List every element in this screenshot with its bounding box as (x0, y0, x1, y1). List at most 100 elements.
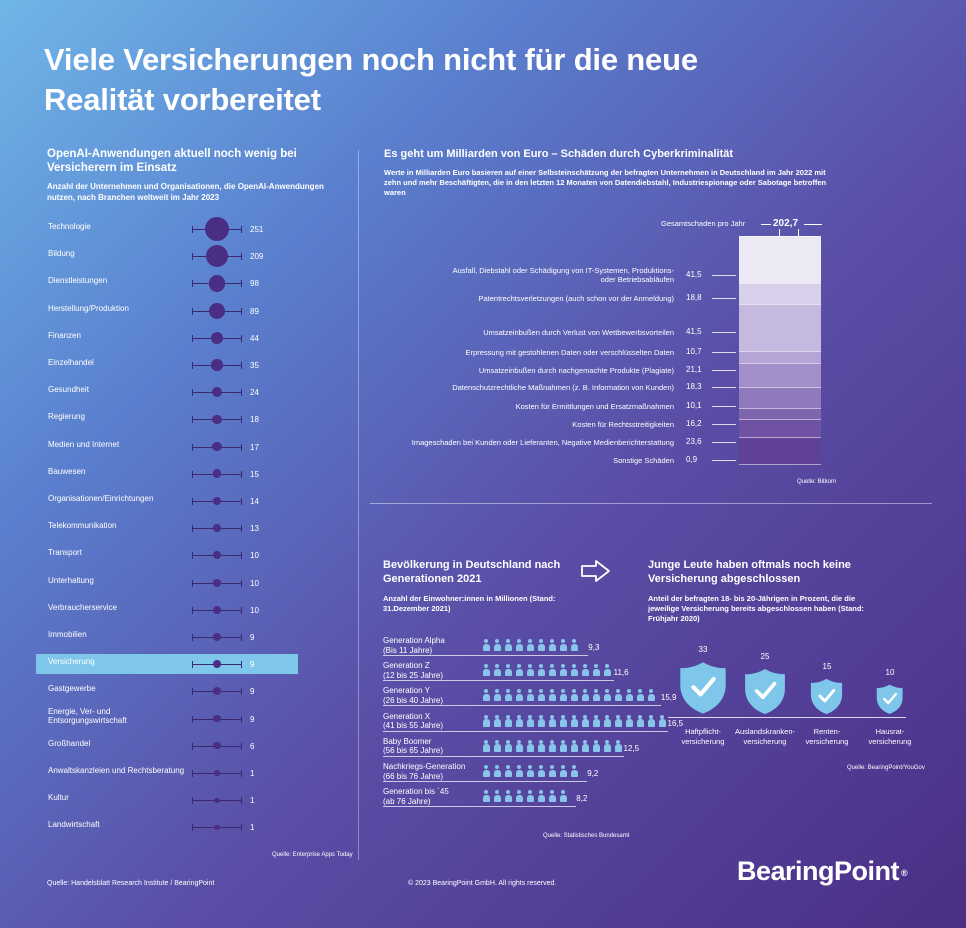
person-icon (493, 739, 501, 752)
industry-value: 9 (250, 714, 255, 724)
person-icon (537, 664, 545, 677)
person-icon (581, 714, 589, 727)
person-icon (559, 689, 567, 702)
person-icon (482, 714, 490, 727)
cyber-tick (712, 275, 736, 276)
cyber-total-value: 202,7 (773, 218, 799, 229)
shield-check-icon (877, 685, 903, 715)
industry-dot (212, 469, 222, 479)
generation-label: Generation Z (383, 661, 430, 671)
person-icon (504, 714, 512, 727)
person-icon (504, 689, 512, 702)
industry-row: Finanzen 44 (36, 328, 298, 348)
industry-row: Immobilien 9 (36, 627, 298, 647)
person-icon (515, 639, 523, 651)
person-icon (482, 689, 490, 702)
industry-value: 10 (250, 578, 259, 588)
industry-label: Kultur (48, 793, 69, 803)
industry-dot (209, 302, 225, 319)
insurance-subtitle: Anteil der befragten 18- bis 20-Jährigen… (648, 594, 864, 623)
cyber-source: Quelle: Bitkom (797, 479, 837, 485)
industry-dot (213, 714, 221, 723)
cyber-value: 21,1 (686, 365, 702, 374)
person-icon (548, 790, 556, 803)
brand-name: BearingPoint (737, 856, 900, 886)
brand-logo: BearingPoint ® (737, 856, 908, 887)
industry-row: Bauwesen 15 (36, 464, 298, 484)
industry-value: 1 (250, 796, 255, 806)
person-icon (647, 689, 655, 702)
generation-underline (383, 730, 668, 732)
person-icon (482, 765, 490, 777)
industry-value: 35 (250, 361, 259, 370)
insurance-label-line: Hausrat- (875, 727, 905, 736)
total-line-left (761, 224, 771, 225)
industry-dot (211, 359, 223, 371)
industry-value: 209 (250, 252, 264, 262)
arrow-right-icon (581, 560, 610, 582)
industry-row: Dienstleistungen 98 (36, 273, 298, 293)
industry-value: 13 (250, 524, 259, 534)
industry-label: Telekommunikation (48, 521, 117, 531)
cyber-label: Sonstige Schäden (613, 455, 674, 465)
insurance-label: Haftpflicht-versicherung (663, 727, 743, 746)
generation-underline (383, 755, 624, 757)
generations-subtitle: Anzahl der Einwohner:innen in Millionen … (383, 594, 556, 613)
industry-label: Organisationen/Einrichtungen (48, 494, 154, 503)
cyber-value: 10,1 (686, 401, 702, 410)
person-icon (603, 664, 611, 677)
industry-dot (212, 496, 222, 506)
industry-row: Landwirtschaft 1 (36, 817, 298, 837)
person-icon (559, 765, 567, 777)
industry-label: Energie, Ver- und Entsorgungswirtschaft (48, 706, 127, 725)
insurance-value: 25 (760, 651, 770, 661)
industry-value: 9 (250, 660, 255, 670)
insurance-label-line: versicherung (805, 736, 849, 746)
left-panel-subtitle: Anzahl der Unternehmen und Organisatione… (47, 182, 324, 202)
person-icon (559, 639, 567, 651)
cyber-value: 0,9 (686, 455, 698, 464)
industry-dot (205, 245, 229, 268)
industry-dot (213, 742, 221, 750)
industry-dot (208, 275, 226, 292)
page-title: Viele Versicherungen noch nicht für die … (44, 42, 698, 117)
person-icon (504, 739, 512, 752)
generation-age-range: (41 bis 55 Jahre) (383, 721, 444, 731)
shield-shape (877, 685, 903, 715)
person-icon (482, 790, 490, 803)
insurance-label: Hausrat-versicherung (850, 727, 930, 746)
cyber-segment (739, 407, 821, 419)
check-mark (883, 693, 898, 705)
industry-value: 18 (250, 415, 259, 425)
insurance-label-line: Auslandskranken- (734, 727, 796, 736)
cyber-value: 16,2 (686, 419, 702, 428)
cyber-value: 18,8 (686, 293, 702, 302)
industry-label: Versicherung (48, 657, 95, 667)
generation-value: 9,2 (587, 769, 599, 778)
person-icon (493, 664, 501, 677)
footer-copyright: © 2023 BearingPoint GmbH. All rights res… (408, 880, 557, 887)
person-icon (636, 714, 644, 727)
cyber-tick (712, 387, 736, 388)
insurance-value: 15 (822, 662, 832, 672)
generation-age-range: (Bis 11 Jahre) (383, 645, 433, 655)
generation-age-range: (ab 76 Jahre) (383, 796, 431, 806)
person-icon (614, 714, 622, 727)
total-tick-left (779, 229, 780, 236)
person-icon (526, 714, 534, 727)
industry-label: Transport (48, 548, 82, 558)
cyber-label: Kosten für Ermittlungen und Ersatzmaßnah… (515, 401, 674, 411)
industry-value: 89 (250, 306, 259, 316)
industry-dot (210, 331, 224, 344)
generation-label: Generation X (383, 711, 431, 721)
industry-dot (213, 551, 221, 560)
generation-underline (383, 655, 589, 656)
person-icon (537, 714, 545, 727)
person-icon (603, 739, 611, 752)
generation-value: 9,3 (588, 643, 600, 652)
industry-dot (214, 797, 220, 803)
person-icon (559, 739, 567, 752)
cyber-value: 23,6 (686, 437, 702, 446)
industry-row: Medien und Internet 17 (36, 437, 298, 457)
generation-age-range: (66 bis 76 Jahre) (383, 771, 444, 781)
